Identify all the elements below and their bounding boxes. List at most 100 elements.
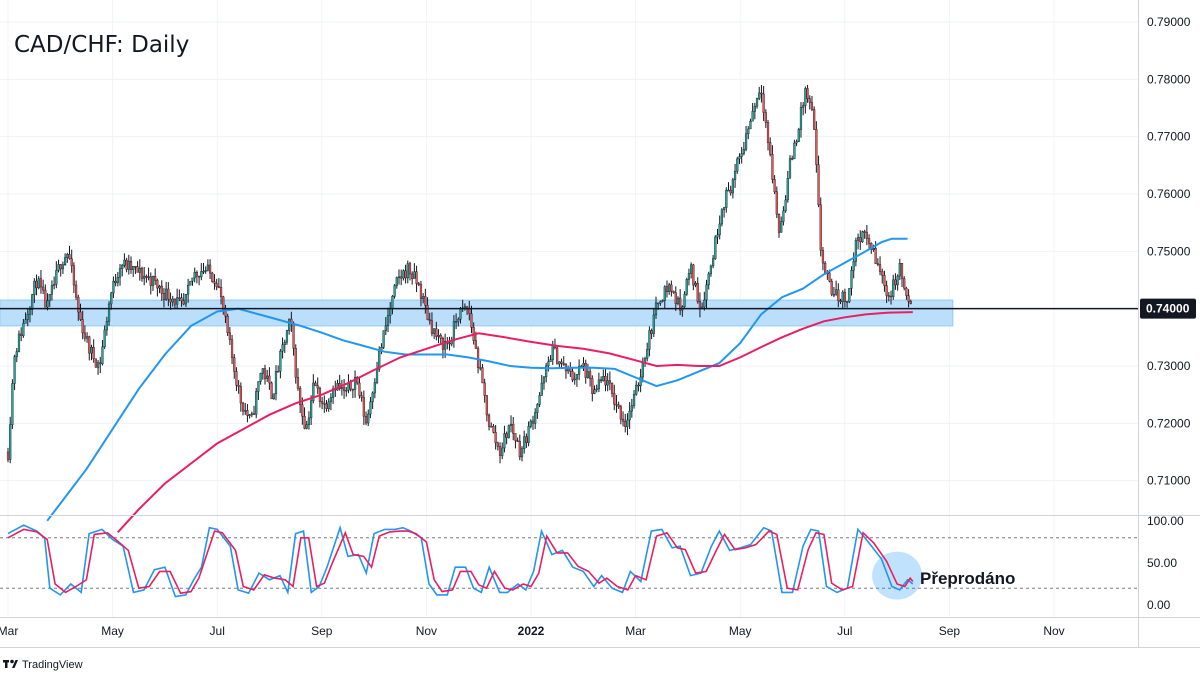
candle-body: [165, 288, 168, 300]
candle-body: [158, 285, 161, 289]
candle-body: [507, 425, 510, 438]
candle-body: [766, 122, 770, 143]
support-zone: [0, 299, 954, 327]
candle-body: [125, 259, 128, 270]
candle-body: [534, 412, 537, 424]
candle-body: [259, 373, 262, 382]
candle-body: [362, 397, 365, 417]
candle-body: [303, 416, 306, 429]
candle-body: [665, 286, 669, 293]
candle-body: [323, 403, 326, 405]
candle-body: [527, 426, 530, 443]
candle-body: [281, 344, 284, 352]
candle-body: [46, 300, 49, 308]
candle-body: [411, 273, 414, 279]
candle-body: [219, 286, 223, 298]
candle-body: [340, 387, 343, 389]
candle-body: [349, 382, 352, 390]
candle-body: [305, 424, 308, 429]
candle-body: [439, 335, 442, 339]
candle-body: [755, 98, 759, 107]
candle-body: [470, 313, 473, 328]
candle-body: [285, 330, 289, 343]
candle-body: [149, 276, 152, 286]
candle-body: [582, 363, 585, 367]
candle-body: [525, 436, 528, 443]
candle-body: [162, 293, 166, 300]
candle-body: [835, 289, 838, 295]
candle-body: [386, 315, 390, 326]
candle-body: [151, 276, 155, 286]
candle-body: [312, 382, 315, 401]
candle-body: [878, 264, 882, 272]
candle-body: [191, 277, 194, 282]
candle-body: [415, 271, 418, 284]
candle-body: [797, 129, 800, 142]
candle-body: [846, 301, 849, 303]
candle-body: [714, 236, 717, 259]
candle-body: [48, 294, 51, 302]
candle-body: [448, 342, 451, 345]
candle-body: [883, 275, 886, 286]
candle-body: [481, 367, 484, 384]
candle-body: [325, 403, 328, 409]
candle-body: [66, 254, 69, 258]
candle-body: [57, 264, 60, 271]
time-tick-label: Nov: [416, 624, 437, 638]
candle-body: [384, 325, 387, 331]
candle-body: [37, 278, 40, 289]
candle-body: [679, 297, 682, 311]
candle-body: [88, 336, 91, 354]
candle-body: [683, 293, 686, 307]
candle-body: [182, 300, 185, 305]
candle-body: [632, 394, 636, 406]
candle-body: [479, 367, 482, 369]
candle-body: [791, 158, 794, 160]
candle-body: [257, 381, 260, 392]
candle-body: [154, 276, 157, 281]
candle-body: [468, 308, 471, 314]
candle-body: [498, 446, 502, 456]
candle-body: [487, 414, 491, 427]
candle-body: [839, 300, 842, 303]
candle-body: [595, 388, 598, 391]
candle-body: [736, 158, 739, 172]
candle-body: [74, 284, 78, 298]
candle-body: [591, 378, 594, 394]
candle-body: [299, 387, 302, 405]
candle-body: [20, 333, 23, 336]
candle-body: [230, 339, 234, 358]
candle-body: [676, 297, 680, 304]
candle-body: [395, 277, 398, 286]
candle-body: [292, 323, 295, 349]
price-tick-label: 0.75000: [1147, 244, 1191, 258]
candle-body: [455, 321, 458, 323]
candle-body: [255, 391, 258, 415]
candle-body: [200, 271, 203, 278]
time-tick-label: Mar: [0, 624, 18, 638]
candle-body: [208, 264, 212, 274]
candle-body: [55, 270, 58, 285]
candle-body: [72, 265, 75, 286]
tradingview-logo[interactable]: TradingView: [3, 659, 83, 671]
candle-body: [744, 133, 748, 150]
candle-body: [474, 340, 477, 349]
candle-body: [358, 382, 361, 396]
candle-body: [114, 280, 117, 284]
candle-body: [112, 280, 115, 294]
candle-body: [898, 263, 901, 277]
candle-body: [77, 296, 80, 313]
candle-body: [83, 332, 86, 339]
candle-body: [657, 302, 660, 305]
candle-body: [584, 363, 587, 378]
candle-body: [270, 382, 273, 400]
candle-body: [31, 294, 34, 310]
candle-body: [277, 371, 280, 373]
candle-body: [630, 405, 633, 412]
candle-body: [103, 329, 106, 348]
candle-body: [360, 395, 363, 398]
candle-body: [819, 204, 822, 251]
candle-body: [705, 284, 708, 301]
candle-body: [628, 410, 631, 421]
candle-body: [707, 273, 710, 286]
